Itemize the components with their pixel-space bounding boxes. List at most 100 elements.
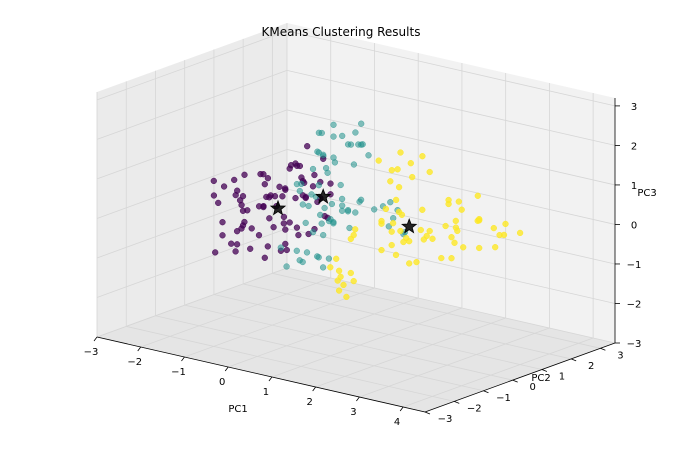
- cluster-1-point: [350, 161, 358, 168]
- cluster-2-point: [413, 258, 420, 266]
- cluster-0-point: [304, 143, 311, 150]
- axes-grid: [96, 23, 616, 413]
- cluster-2-point: [392, 196, 400, 204]
- y-axis-label: PC2: [531, 373, 550, 384]
- grid-line: [96, 30, 288, 101]
- cluster-1-point: [330, 121, 337, 128]
- grid-line: [402, 337, 594, 408]
- x-tick: [137, 346, 142, 352]
- y-tick-label: 1: [559, 372, 565, 383]
- cluster-0-point: [309, 183, 317, 190]
- cluster-2-point: [352, 226, 359, 233]
- cluster-0-point: [239, 193, 247, 200]
- cluster-1-point: [371, 206, 378, 213]
- y-tick: [483, 390, 489, 394]
- x-axis-label: PC1: [228, 404, 247, 415]
- cluster-0-point: [280, 213, 288, 221]
- cluster-1-point: [325, 255, 333, 262]
- z-tick-label: −1: [627, 260, 642, 271]
- cluster-0-point: [311, 171, 318, 179]
- x-tick-label: 4: [394, 417, 400, 428]
- cluster-0-point: [276, 183, 283, 190]
- cluster-0-point: [327, 180, 334, 187]
- cluster-2-point: [392, 251, 400, 259]
- cluster-1-point: [328, 200, 336, 208]
- cluster-2-point: [429, 235, 436, 242]
- cluster-2-point: [395, 184, 403, 191]
- cluster-2-point: [333, 255, 340, 262]
- cluster-2-point: [458, 206, 465, 213]
- cluster-0-point: [298, 174, 305, 181]
- cluster-0-point: [219, 219, 226, 226]
- cluster-2-point: [474, 192, 481, 199]
- grid-line: [96, 267, 288, 338]
- y-tick: [571, 358, 577, 362]
- grid-line: [96, 149, 288, 219]
- cluster-1-point: [339, 132, 346, 140]
- x-tick: [399, 406, 404, 412]
- cluster-1-point: [296, 187, 303, 195]
- cluster-1-point: [358, 120, 365, 127]
- centroid-star: [401, 217, 418, 234]
- grid-line: [286, 70, 616, 146]
- grid-line: [286, 149, 616, 225]
- cluster-0-point: [233, 241, 241, 248]
- y-tick-label: −3: [438, 414, 453, 425]
- cluster-2-point: [492, 244, 499, 251]
- grid-line: [315, 317, 506, 388]
- cluster-2-point: [448, 255, 455, 262]
- cluster-2-point: [403, 234, 410, 242]
- axes-panes: [97, 23, 615, 412]
- y-tick: [512, 379, 518, 383]
- z-tick-label: −2: [627, 300, 642, 311]
- centroid-star: [315, 188, 332, 204]
- cluster-1-point: [314, 253, 321, 260]
- x-tick-label: −3: [84, 347, 99, 358]
- y-tick-label: 0: [530, 382, 536, 393]
- cluster-2-point: [343, 293, 350, 301]
- y-tick: [600, 347, 606, 351]
- cluster-0-point: [228, 240, 235, 247]
- cluster-1-point: [365, 152, 372, 159]
- cluster-0-point: [283, 246, 290, 254]
- cluster-0-point: [210, 192, 218, 199]
- cluster-1-point: [293, 180, 301, 188]
- cluster-0-point: [210, 177, 217, 185]
- cluster-2-point: [335, 267, 343, 274]
- cluster-1-point: [344, 208, 352, 215]
- grid-line: [155, 315, 484, 392]
- cluster-2-point: [490, 224, 497, 232]
- x-tick-label: 2: [307, 397, 313, 408]
- cluster-2-point: [337, 273, 344, 280]
- cluster-1-point: [339, 202, 346, 209]
- cluster-1-point: [302, 219, 309, 227]
- axes-ticks: −3 −2 −1 0 1 2 3 4 −3 −2 −1 0 1 2 3 −3 −2 −1 0 1 2 3: [84, 102, 642, 428]
- cluster-0-point: [282, 226, 289, 233]
- cluster-0-point: [282, 185, 289, 192]
- cluster-2-point: [340, 281, 347, 289]
- z-tick-label: 2: [631, 141, 637, 152]
- cluster-1-point: [321, 204, 328, 212]
- cluster-2-point: [454, 227, 461, 235]
- cluster-0-point: [292, 160, 299, 167]
- centroid-markers: [269, 188, 418, 234]
- cluster-2-point: [387, 178, 394, 185]
- cluster-2-point: [378, 217, 385, 225]
- grid-line: [272, 272, 601, 349]
- x-tick: [93, 336, 98, 342]
- x-tick: [356, 396, 360, 402]
- cluster-2-point: [438, 254, 445, 262]
- cluster-1-point: [330, 220, 337, 227]
- cluster-2-point: [378, 246, 385, 254]
- cluster-1-point: [318, 129, 325, 137]
- cluster-1-point: [303, 249, 311, 256]
- cluster-2-point: [426, 227, 433, 235]
- cluster-2-point: [347, 269, 354, 277]
- cluster-0-point: [280, 220, 287, 227]
- cluster-1-point: [358, 141, 365, 148]
- cluster-1-point: [352, 129, 359, 136]
- cluster-2-point: [496, 231, 503, 239]
- cluster-1-point: [308, 191, 315, 198]
- cluster-0-point: [219, 232, 226, 239]
